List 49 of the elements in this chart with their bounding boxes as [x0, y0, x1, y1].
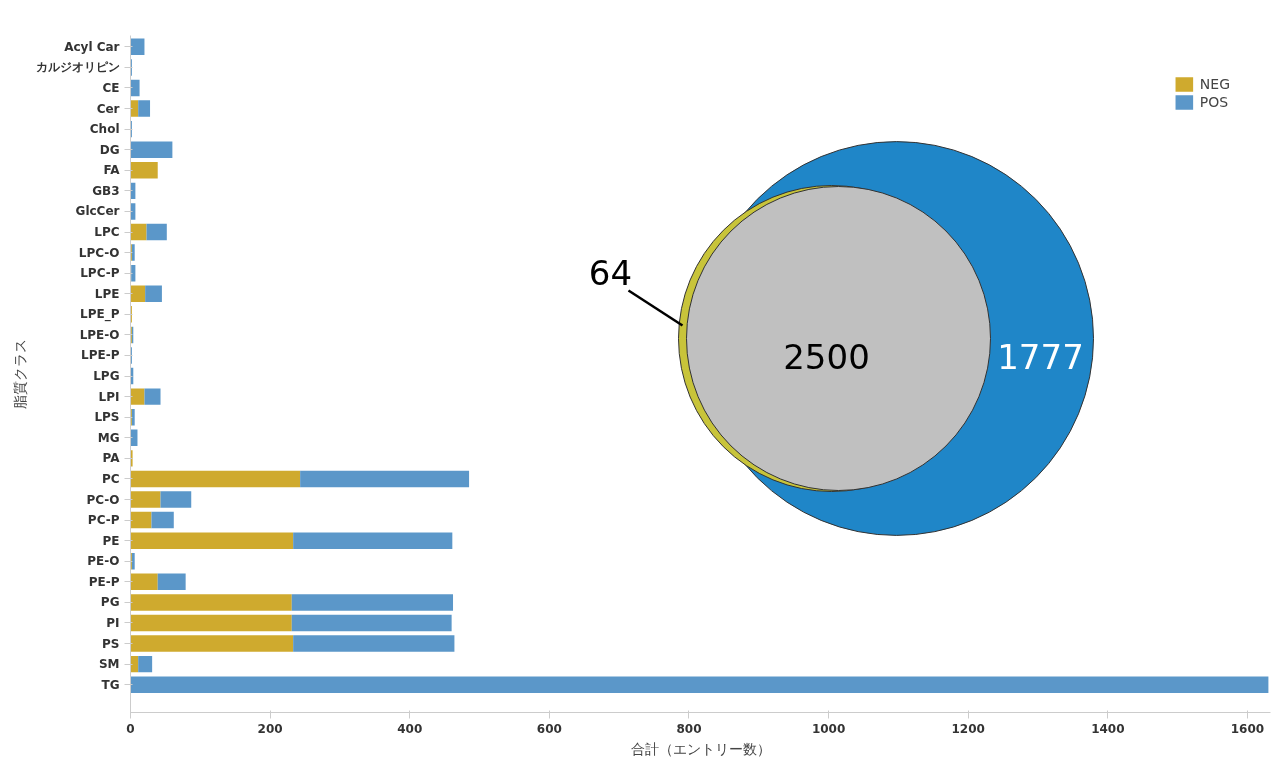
x-tick-label: 1600 — [1230, 721, 1265, 736]
data-label: 1777 — [997, 337, 1084, 377]
y-tick-label: PS — [102, 636, 120, 651]
y-tick-label: LPE-P — [81, 348, 120, 363]
y-tick-label: TG — [101, 677, 120, 692]
y-tick-label: LPE-O — [79, 327, 120, 342]
y-tick-label: GB3 — [92, 183, 120, 198]
y-tick-label: Chol — [89, 122, 120, 137]
y-tick-label: LPC-P — [80, 266, 120, 281]
y-tick-label: LPE_P — [80, 307, 120, 323]
y-tick-label: DG — [99, 142, 120, 157]
y-tick-label: SM — [98, 657, 120, 672]
y-tick-label: Acyl Car — [64, 39, 120, 54]
y-tick-label: PC-O — [86, 492, 120, 507]
x-axis-title: 合計（エントリー数） — [630, 740, 771, 757]
y-tick-label: LPS — [94, 410, 120, 425]
venn-diagram: 64 2500 1777 — [590, 120, 1150, 590]
y-tick-label: PC-P — [87, 513, 120, 528]
y-tick-label: PA — [102, 451, 121, 466]
y-tick-label: PC — [101, 471, 120, 486]
x-tick-label: 400 — [397, 721, 423, 736]
x-tick-label: 1000 — [811, 721, 846, 736]
x-tick-label: 600 — [536, 721, 562, 736]
x-tick-label: 1200 — [951, 721, 985, 736]
y-tick-label: CE — [102, 80, 120, 95]
y-tick-label: PE-O — [87, 554, 120, 569]
legend-label: NEG — [1199, 76, 1230, 92]
y-tick-label: FA — [103, 163, 121, 178]
y-tick-label: LPC-O — [78, 245, 120, 260]
y-axis-title: 脂質クラス — [11, 339, 28, 409]
legend-label: POS — [1199, 94, 1229, 110]
y-tick-label: PI — [106, 615, 120, 630]
y-tick-label: PE — [102, 533, 120, 548]
x-tick-label: 1400 — [1091, 721, 1125, 736]
data-label: 2500 — [783, 337, 870, 377]
x-tick-label: 0 — [126, 721, 135, 736]
y-tick-label: カルジオリピン — [35, 60, 120, 75]
x-tick-label: 800 — [676, 721, 702, 736]
x-tick-label: 200 — [257, 721, 283, 736]
y-tick-label: LPG — [93, 369, 120, 384]
y-tick-label: PE-P — [88, 574, 120, 589]
data-label: 64 — [588, 253, 633, 293]
y-tick-label: LPC — [94, 225, 120, 240]
y-tick-label: LPI — [98, 389, 120, 404]
y-tick-label: GlcCer — [75, 204, 120, 219]
y-tick-label: PG — [100, 595, 120, 610]
y-tick-label: MG — [97, 430, 120, 445]
y-tick-label: Cer — [96, 101, 120, 116]
y-tick-label: LPE — [94, 286, 120, 301]
